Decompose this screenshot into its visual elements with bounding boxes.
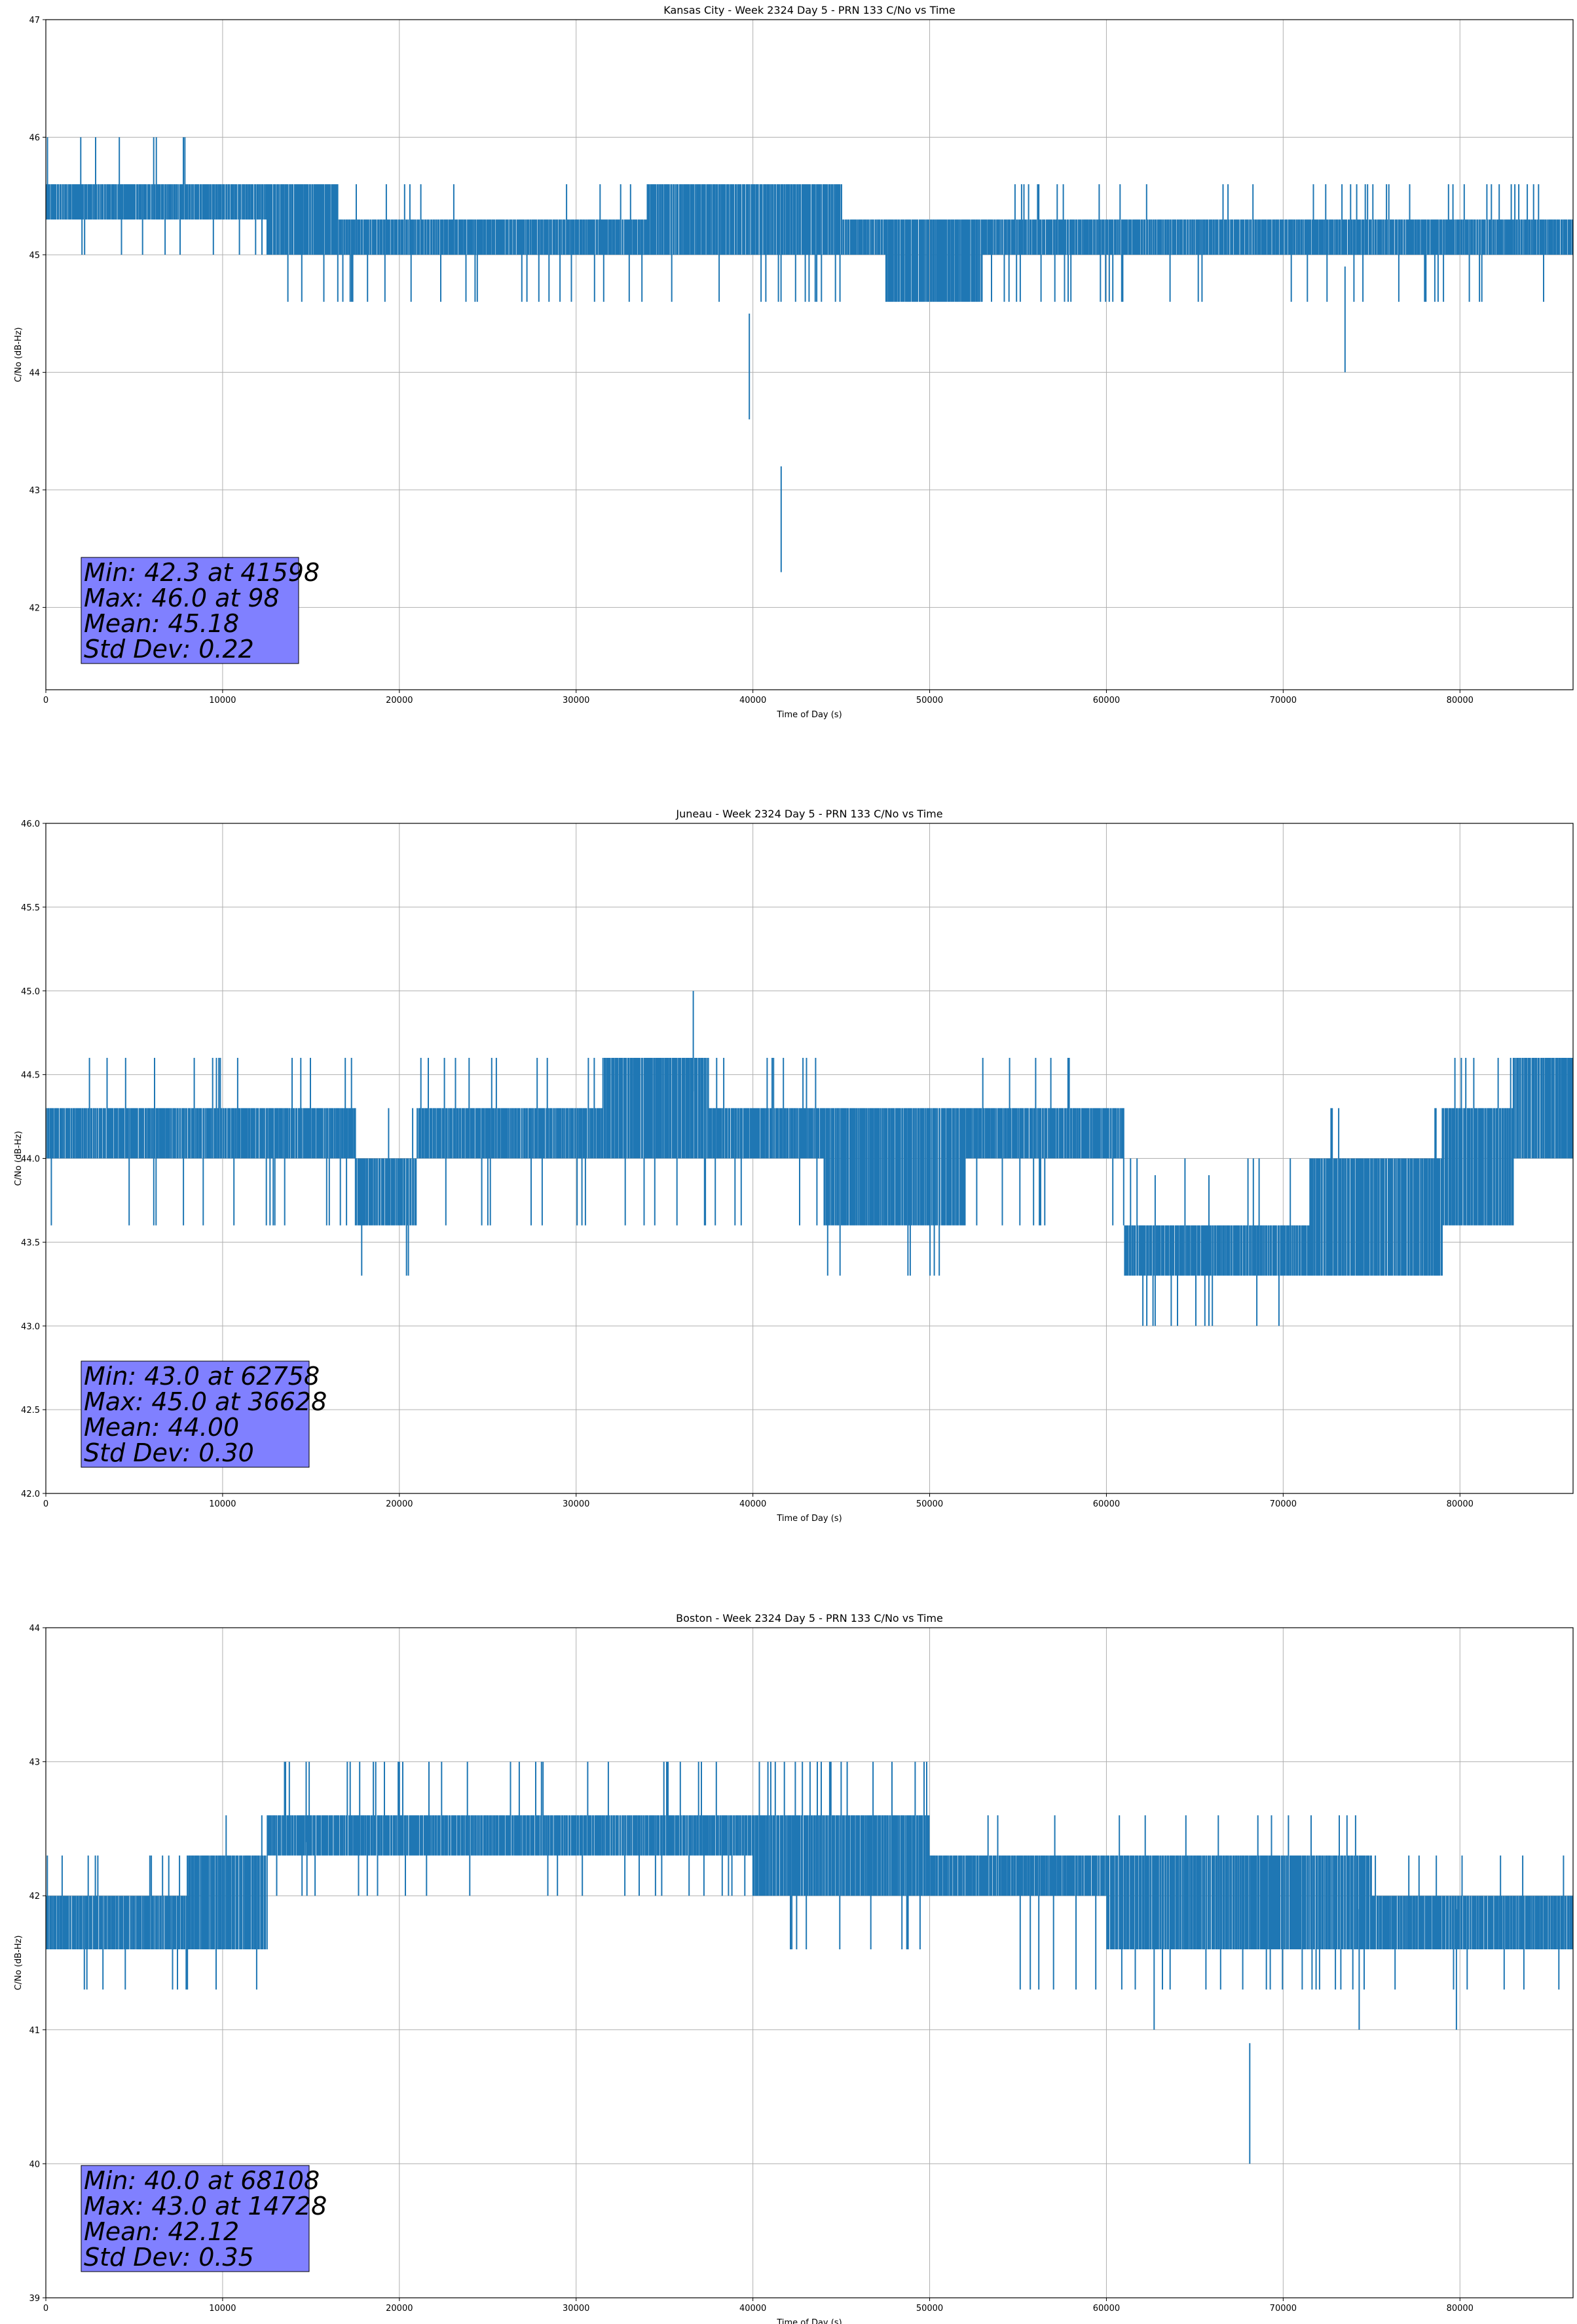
y-tick-label: 44.5 (21, 1071, 40, 1081)
stats-line: Std Dev: 0.35 (84, 2243, 254, 2272)
y-tick-label: 43.5 (21, 1238, 40, 1248)
x-tick-label: 30000 (563, 2304, 589, 2314)
y-tick-label: 44 (29, 368, 40, 378)
x-tick-label: 0 (43, 2304, 48, 2314)
stats-line: Std Dev: 0.22 (84, 635, 254, 664)
stats-box-background (81, 2165, 310, 2272)
y-tick-label: 43 (29, 1758, 40, 1768)
chart-panel-1: 0 10000 20000 30000 40000 50000 60000 70000 8000… (14, 4, 1574, 720)
stats-line: Min: 40.0 at 68108 (84, 2166, 320, 2195)
x-tick-label: 30000 (563, 1499, 589, 1509)
series-line (46, 137, 1573, 572)
stats-line: Mean: 45.18 (84, 609, 239, 638)
x-tick-label: 50000 (916, 696, 943, 705)
x-tick-label: 40000 (739, 1499, 766, 1509)
stats-line: Std Dev: 0.30 (84, 1438, 254, 1467)
chart-title: Kansas City - Week 2324 Day 5 - PRN 133 … (663, 4, 955, 16)
x-tick-label: 10000 (209, 1499, 236, 1509)
chart-panel-2: 0 10000 20000 30000 40000 50000 60000 70000 8000… (14, 808, 1574, 1524)
x-tick-label: 80000 (1447, 696, 1474, 705)
y-tick-label: 46 (29, 133, 40, 143)
y-tick-label: 46.0 (21, 819, 40, 829)
x-tick-label: 30000 (563, 696, 589, 705)
y-tick-label: 42 (29, 603, 40, 613)
x-axis-label: Time of Day (s) (776, 710, 842, 720)
y-tick-label: 42.5 (21, 1406, 40, 1415)
x-tick-label: 10000 (209, 2304, 236, 2314)
y-axis-label: C/No (dB-Hz) (14, 1131, 24, 1186)
x-tick-label: 70000 (1270, 2304, 1297, 2314)
stats-line: Max: 45.0 at 36628 (84, 1387, 327, 1416)
chart-panel-3: 0 10000 20000 30000 40000 50000 60000 70000 8000… (14, 1612, 1574, 2324)
x-tick-label: 0 (43, 1499, 48, 1509)
y-tick-label: 42 (29, 1892, 40, 1902)
y-tick-label: 43.0 (21, 1322, 40, 1332)
y-tick-label: 45.5 (21, 903, 40, 913)
y-tick-label: 41 (29, 2026, 40, 2036)
stats-line: Max: 46.0 at 98 (84, 584, 280, 612)
axes-frame (45, 1627, 1574, 2298)
y-tick-label: 47 (29, 16, 40, 26)
y-tick-label: 39 (29, 2294, 40, 2304)
x-tick-label: 50000 (916, 2304, 943, 2314)
x-tick-label: 10000 (209, 696, 236, 705)
y-axis-label: C/No (dB-Hz) (14, 328, 24, 383)
stats-line: Mean: 44.00 (84, 1413, 239, 1442)
axes-frame (45, 19, 1574, 690)
stats-line: Max: 43.0 at 14728 (84, 2192, 327, 2221)
y-tick-label: 44 (29, 1624, 40, 1634)
x-tick-label: 80000 (1447, 2304, 1474, 2314)
x-tick-label: 20000 (386, 2304, 413, 2314)
x-tick-label: 40000 (739, 2304, 766, 2314)
y-tick-label: 45.0 (21, 987, 40, 997)
stats-box-background (81, 1360, 310, 1468)
y-tick-label: 40 (29, 2160, 40, 2169)
y-tick-label: 44.0 (21, 1155, 40, 1165)
x-tick-label: 0 (43, 696, 48, 705)
x-tick-label: 20000 (386, 696, 413, 705)
x-tick-label: 50000 (916, 1499, 943, 1509)
x-axis-label: Time of Day (s) (776, 2318, 842, 2324)
x-tick-label: 40000 (739, 696, 766, 705)
y-axis-label: C/No (dB-Hz) (14, 1936, 24, 1991)
stats-line: Mean: 42.12 (84, 2217, 239, 2246)
x-tick-label: 70000 (1270, 696, 1297, 705)
x-tick-label: 60000 (1093, 696, 1120, 705)
y-tick-label: 45 (29, 251, 40, 261)
chart-title: Boston - Week 2324 Day 5 - PRN 133 C/No … (676, 1612, 943, 1624)
stats-box-background (81, 557, 299, 664)
x-tick-label: 20000 (386, 1499, 413, 1509)
x-tick-label: 60000 (1093, 2304, 1120, 2314)
y-tick-label: 43 (29, 486, 40, 496)
x-tick-label: 70000 (1270, 1499, 1297, 1509)
x-tick-label: 80000 (1447, 1499, 1474, 1509)
y-tick-label: 42.0 (21, 1490, 40, 1499)
x-axis-label: Time of Day (s) (776, 1514, 842, 1524)
stats-line: Min: 42.3 at 41598 (84, 558, 320, 587)
chart-title: Juneau - Week 2324 Day 5 - PRN 133 C/No … (675, 808, 942, 820)
stats-line: Min: 43.0 at 62758 (84, 1362, 320, 1391)
series-line (46, 1761, 1573, 2164)
x-tick-label: 60000 (1093, 1499, 1120, 1509)
